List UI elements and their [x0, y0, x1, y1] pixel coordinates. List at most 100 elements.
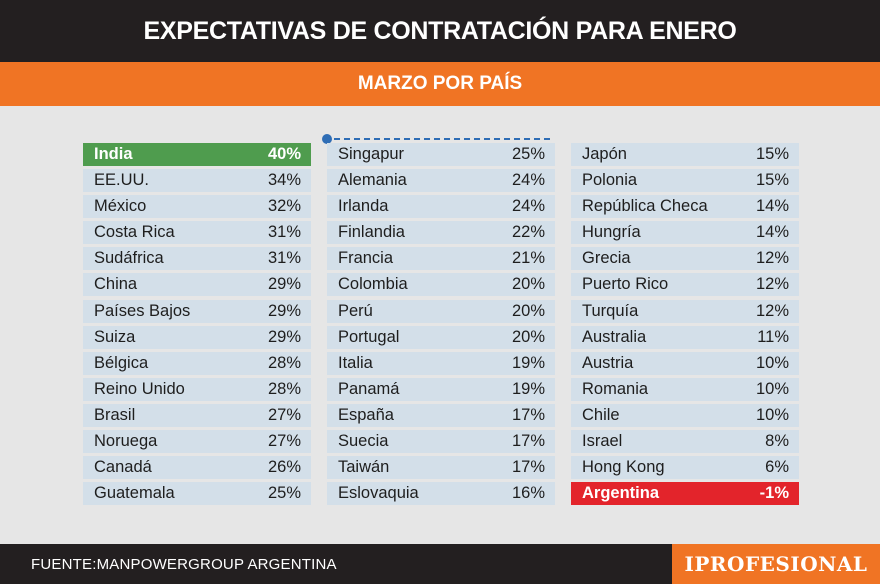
country-value: 19%	[511, 379, 545, 398]
table-row: Portugal 20%	[327, 325, 555, 349]
country-value: 29%	[267, 327, 301, 346]
country-value: 25%	[267, 484, 301, 503]
table-row: Austria 10%	[571, 351, 799, 375]
table-row: España 17%	[327, 403, 555, 427]
table-row: Brasil 27%	[83, 403, 311, 427]
country-name: Chile	[582, 405, 620, 424]
table-row: Canadá 26%	[83, 456, 311, 480]
table-row: Países Bajos 29%	[83, 299, 311, 323]
chart-title: EXPECTATIVAS DE CONTRATACIÓN PARA ENERO	[0, 0, 880, 62]
country-name: Japón	[582, 145, 627, 163]
country-value: 10%	[755, 379, 789, 398]
country-value: 26%	[267, 458, 301, 477]
table-row: Italia 19%	[327, 351, 555, 375]
country-name: España	[338, 405, 394, 424]
country-value: 24%	[511, 171, 545, 190]
table-row: Perú 20%	[327, 299, 555, 323]
table-column-3: Japón 15% Polonia 15% República Checa 14% Hung…	[571, 143, 799, 508]
table-row: Hungría 14%	[571, 221, 799, 245]
country-value: 32%	[267, 197, 301, 216]
country-name: Reino Unido	[94, 379, 185, 398]
country-value: 6%	[765, 458, 789, 477]
country-name: Canadá	[94, 458, 152, 477]
country-value: 17%	[511, 432, 545, 451]
table-row: Eslovaquia 16%	[327, 482, 555, 506]
table-row: Grecia 12%	[571, 247, 799, 271]
country-value: 25%	[511, 145, 545, 163]
country-name: Francia	[338, 249, 394, 268]
country-name: Polonia	[582, 171, 638, 190]
table-row: Puerto Rico 12%	[571, 273, 799, 297]
table-row: Singapur 25%	[327, 143, 555, 166]
country-value: 31%	[267, 249, 301, 268]
table-row: Guatemala 25%	[83, 482, 311, 506]
table-row: Suecia 17%	[327, 430, 555, 454]
country-value: 17%	[511, 405, 545, 424]
country-value: 29%	[267, 301, 301, 320]
table-row: Finlandia 22%	[327, 221, 555, 245]
country-name: Austria	[582, 353, 634, 372]
table-row: Bélgica 28%	[83, 351, 311, 375]
country-name: Países Bajos	[94, 301, 191, 320]
table-row: Romania 10%	[571, 377, 799, 401]
table-row: Polonia 15%	[571, 169, 799, 193]
country-value: 11%	[757, 327, 789, 346]
table-row: Japón 15%	[571, 143, 799, 166]
country-value: 27%	[267, 432, 301, 451]
country-value: 20%	[511, 327, 545, 346]
table-row: India 40%	[83, 143, 311, 166]
country-name: Guatemala	[94, 484, 175, 503]
table-row: Sudáfrica 31%	[83, 247, 311, 271]
country-name: Hungría	[582, 223, 641, 242]
country-name: Colombia	[338, 275, 408, 294]
country-value: 12%	[755, 275, 789, 294]
country-name: Irlanda	[338, 197, 389, 216]
country-name: Australia	[582, 327, 647, 346]
country-value: 29%	[267, 275, 301, 294]
country-name: Brasil	[94, 405, 136, 424]
table-row: Argentina -1%	[571, 482, 799, 506]
country-name: Suiza	[94, 327, 136, 346]
table-row: Panamá 19%	[327, 377, 555, 401]
country-name: México	[94, 197, 147, 216]
country-value: -1%	[759, 484, 789, 503]
table-row: Chile 10%	[571, 403, 799, 427]
country-name: Bélgica	[94, 353, 149, 372]
country-value: 31%	[267, 223, 301, 242]
country-name: India	[94, 145, 133, 163]
country-value: 28%	[267, 379, 301, 398]
country-value: 34%	[267, 171, 301, 190]
table-row: Australia 11%	[571, 325, 799, 349]
country-name: Romania	[582, 379, 649, 398]
country-name: Portugal	[338, 327, 400, 346]
country-value: 19%	[511, 353, 545, 372]
table-row: Irlanda 24%	[327, 195, 555, 219]
country-name: Sudáfrica	[94, 249, 164, 268]
table-row: Francia 21%	[327, 247, 555, 271]
country-name: Finlandia	[338, 223, 405, 242]
country-name: EE.UU.	[94, 171, 150, 190]
country-value: 15%	[755, 145, 789, 163]
country-name: Panamá	[338, 379, 400, 398]
country-value: 20%	[511, 301, 545, 320]
country-name: Puerto Rico	[582, 275, 669, 294]
country-value: 8%	[765, 432, 789, 451]
country-value: 21%	[511, 249, 545, 268]
country-value: 28%	[267, 353, 301, 372]
country-name: Perú	[338, 301, 373, 320]
table-row: Noruega 27%	[83, 430, 311, 454]
footer: FUENTE:MANPOWERGROUP ARGENTINA IPROFESIO…	[0, 544, 880, 584]
country-name: Singapur	[338, 145, 405, 163]
country-name: Argentina	[582, 484, 660, 503]
table-row: Alemania 24%	[327, 169, 555, 193]
country-name: República Checa	[582, 197, 708, 216]
table-row: Hong Kong 6%	[571, 456, 799, 480]
country-value: 14%	[755, 223, 789, 242]
table-row: EE.UU. 34%	[83, 169, 311, 193]
country-value: 20%	[511, 275, 545, 294]
country-name: Suecia	[338, 432, 389, 451]
country-name: Eslovaquia	[338, 484, 419, 503]
table-row: Reino Unido 28%	[83, 377, 311, 401]
country-name: Turquía	[582, 301, 639, 320]
country-value: 22%	[511, 223, 545, 242]
